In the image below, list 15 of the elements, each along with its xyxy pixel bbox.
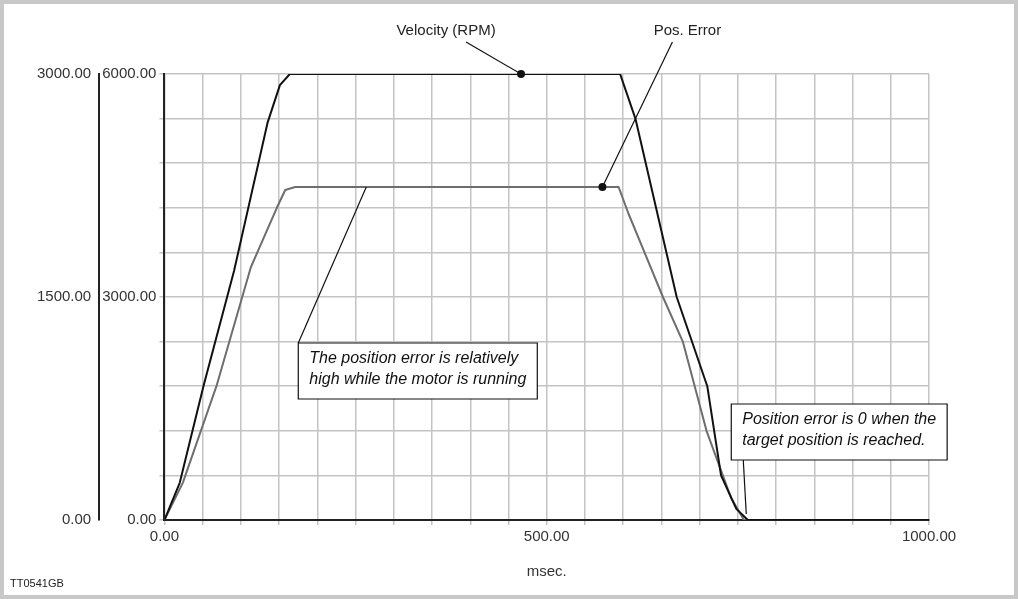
y2-tick-label: 1500.00: [36, 287, 92, 305]
y-tick-label: 0.00: [127, 510, 157, 528]
x-tick-label: 1000.00: [901, 527, 957, 545]
y-tick-label: 3000.00: [102, 287, 157, 305]
text: TT0541GB: [10, 576, 64, 589]
y2-tick-label: 3000.00: [36, 64, 92, 82]
text: Pos. Error: [653, 20, 722, 38]
text: Velocity (RPM): [396, 20, 496, 38]
annotation: Position error is 0 when the target position is reached.: [742, 410, 937, 449]
x-tick-label: 500.00: [523, 527, 570, 545]
x-tick-label: 0.00: [149, 527, 180, 545]
y-tick-label: 6000.00: [102, 64, 157, 82]
y2-tick-label: 0.00: [62, 510, 92, 528]
annotation: The position error is relatively high while the motor is running: [309, 349, 527, 388]
x-axis-title: msec.: [526, 562, 567, 580]
